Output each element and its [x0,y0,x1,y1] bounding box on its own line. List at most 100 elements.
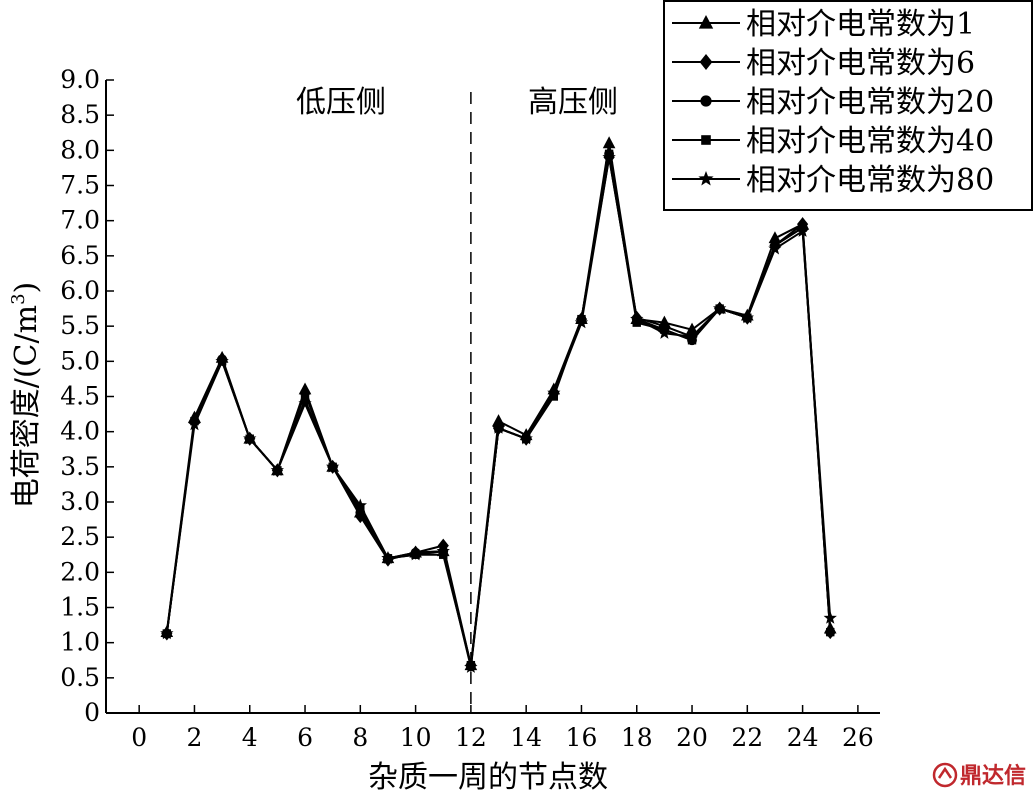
x-tick-label: 14 [510,723,542,752]
y-axis-title-close: ) [9,282,44,294]
y-tick-label: 2.5 [60,522,100,551]
y-axis-title: 电荷密度/(C/m3) [8,282,44,509]
data-point-star [381,551,395,564]
data-point-star [464,660,478,673]
legend-item: 相对介电常数为40 [672,124,994,159]
data-point-circle [300,388,310,398]
x-tick-label: 18 [621,723,653,752]
legend-label: 相对介电常数为20 [746,85,994,120]
series-line [165,156,832,667]
data-point-triangle [768,231,782,244]
y-tick-label: 3.5 [60,452,100,481]
x-tick-label: 8 [352,723,368,752]
data-point-star [768,241,782,255]
x-tick-label: 0 [131,723,147,752]
y-tick-label: 7.5 [60,171,100,200]
data-point-star [519,431,533,445]
legend-label: 相对介电常数为6 [746,46,975,81]
y-tick-label: 7.0 [60,206,100,235]
y-tick-label: 3.0 [60,487,100,516]
data-point-star [436,544,450,557]
series-layer [160,136,837,673]
x-axis: 0 2 4 6 8 10 12 14 16 18 20 22 24 26 [131,705,874,752]
series-line [165,156,832,669]
legend-label: 相对介电常数为1 [746,7,975,42]
legend-label: 相对介电常数为80 [746,163,994,198]
data-point-square [826,627,835,637]
watermark-logo-mark [937,766,953,779]
x-tick-label: 26 [842,723,874,752]
data-point-star [187,417,202,431]
data-point-star [243,431,257,445]
series-2 [161,150,836,673]
y-tick-label: 1.5 [60,593,100,622]
y-tick-label: 1.0 [60,628,100,657]
data-point-star [602,150,616,163]
x-tick-label: 2 [187,723,203,752]
y-tick-label: 6.0 [60,276,100,305]
y-tick-label: 9.0 [60,65,100,94]
data-point-star [630,312,644,325]
legend-marker-square [701,135,711,145]
data-point-star [160,626,174,640]
legend-label: 相对介电常数为40 [746,124,994,159]
legend: 相对介电常数为1 相对介电常数为6 相对介电常数为20 相对介电常数为40 相对介电常数… [663,0,1033,211]
data-point-triangle [602,136,616,149]
series-3 [161,148,836,671]
legend-item: 相对介电常数为1 [672,7,975,42]
y-tick-label: 8.0 [60,135,100,164]
x-tick-label: 6 [297,723,313,752]
data-point-star [657,326,671,339]
series-line [165,152,832,667]
x-tick-label: 10 [400,723,432,752]
legend-box [663,0,1033,211]
y-tick-label: 0 [84,698,100,727]
x-tick-label: 22 [731,723,763,752]
y-tick-label: 4.5 [60,382,100,411]
y-axis: 0 0.5 1.0 1.5 2.0 2.5 3.0 3.5 4.0 4.5 5.0 5.5 6.0 6.5… [60,65,114,727]
series-4 [162,149,835,670]
x-tick-label: 4 [242,723,258,752]
data-point-triangle [685,322,699,335]
region-label-low-voltage: 低压侧 [296,85,386,120]
data-point-square [632,318,641,327]
data-point-star [326,459,340,473]
watermark: 鼎达信 [932,762,1026,789]
x-tick-label: 24 [787,723,819,752]
legend-marker-diamond [699,54,713,70]
y-tick-label: 0.5 [60,663,100,692]
x-tick-label: 20 [676,723,708,752]
data-point-star [270,463,284,476]
data-point-triangle [492,414,505,427]
legend-marker-circle [700,95,712,107]
data-point-star [353,498,367,512]
y-tick-label: 4.0 [60,417,100,446]
data-point-star [215,354,229,367]
series-1 [160,136,837,671]
data-point-square [687,336,697,345]
data-point-star [713,301,727,315]
series-5 [160,150,837,673]
x-tick-label: 16 [566,723,598,752]
data-point-star [740,310,754,324]
legend-item: 相对介电常数为6 [672,46,975,81]
series-line [165,152,832,667]
data-point-square [356,504,365,514]
y-tick-label: 5.5 [60,311,100,340]
data-point-star [408,547,423,561]
data-point-star [298,396,312,410]
data-point-star [685,329,699,343]
watermark-text: 鼎达信 [960,763,1026,789]
data-point-star [547,386,561,399]
data-point-square [549,392,559,401]
y-tick-label: 2.0 [60,557,100,586]
data-point-star [823,611,837,624]
legend-item: 相对介电常数为20 [672,85,994,120]
x-tick-label: 12 [455,723,487,752]
watermark-logo-icon [932,762,958,788]
legend-marker-triangle [698,15,714,29]
data-point-star [574,315,589,329]
x-axis-title: 杂质一周的节点数 [368,760,608,795]
y-axis-title-main: 电荷密度/(C/m [9,305,44,508]
